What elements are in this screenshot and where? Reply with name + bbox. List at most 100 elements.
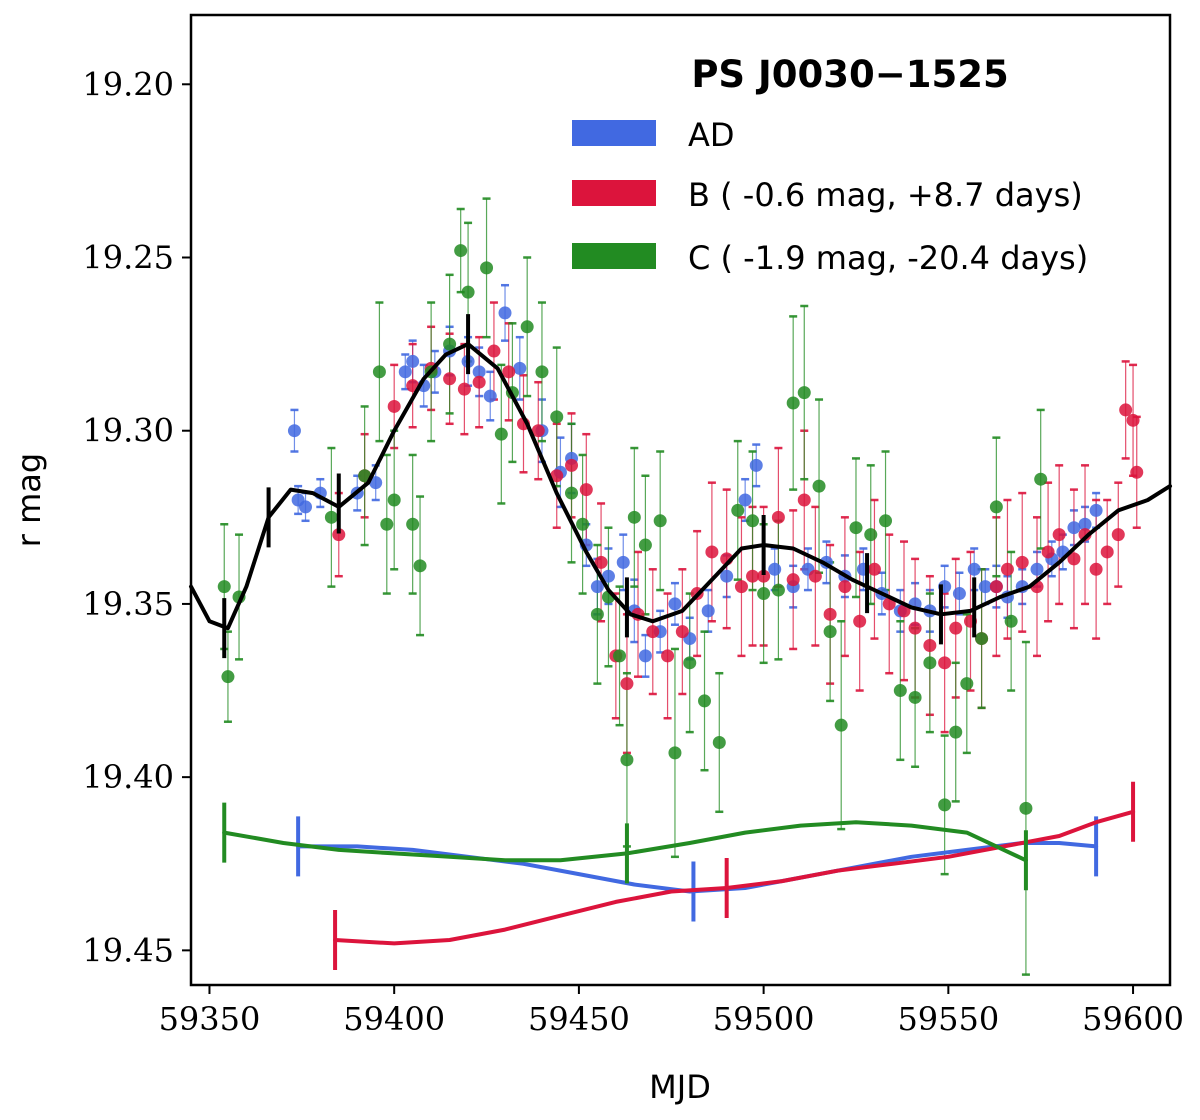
point-B — [989, 580, 1003, 594]
point-AD — [498, 306, 512, 320]
point-C — [864, 528, 878, 542]
point-AD — [287, 424, 301, 438]
point-B — [675, 625, 689, 639]
point-B — [1119, 403, 1133, 417]
point-B — [757, 569, 771, 583]
point-C — [461, 285, 475, 299]
point-AD — [299, 500, 313, 514]
point-AD — [952, 587, 966, 601]
point-C — [620, 753, 634, 767]
point-AD — [398, 365, 412, 379]
point-C — [960, 677, 974, 691]
legend-swatch-AD — [572, 120, 656, 146]
point-C — [1004, 614, 1018, 628]
point-AD — [406, 354, 420, 368]
y-tick-label: 19.20 — [82, 65, 174, 103]
point-B — [908, 621, 922, 635]
point-C — [372, 365, 386, 379]
y-tick-label: 19.25 — [82, 239, 174, 277]
point-C — [989, 500, 1003, 514]
legend-label-B: B ( -0.6 mag, +8.7 days) — [688, 176, 1083, 214]
point-C — [627, 510, 641, 524]
point-B — [797, 493, 811, 507]
point-C — [823, 625, 837, 639]
point-C — [324, 510, 338, 524]
point-B — [1052, 528, 1066, 542]
point-C — [387, 493, 401, 507]
point-B — [457, 382, 471, 396]
point-B — [786, 573, 800, 587]
point-AD — [967, 562, 981, 576]
point-C — [380, 517, 394, 531]
point-AD — [513, 361, 527, 375]
point-C — [520, 320, 534, 334]
point-C — [638, 538, 652, 552]
point-C — [975, 632, 989, 646]
legend-title: PS J0030−1525 — [691, 53, 1008, 96]
point-C — [221, 670, 235, 684]
point-B — [1000, 562, 1014, 576]
point-C — [443, 337, 457, 351]
y-tick-label: 19.45 — [82, 931, 174, 969]
point-B — [938, 656, 952, 670]
model-C-curve — [222, 820, 1028, 863]
point-C — [494, 427, 508, 441]
legend: PS J0030−1525 AD B ( -0.6 mag, +8.7 days… — [572, 53, 1088, 277]
point-C — [358, 469, 372, 483]
point-AD — [369, 476, 383, 490]
x-tick-label: 59550 — [897, 1000, 999, 1038]
point-B — [867, 562, 881, 576]
point-AD — [1067, 521, 1081, 535]
point-C — [668, 746, 682, 760]
legend-label-C: C ( -1.9 mag, -20.4 days) — [688, 239, 1088, 277]
point-C — [413, 559, 427, 573]
x-axis-label: MJD — [649, 1068, 711, 1106]
point-B — [838, 580, 852, 594]
point-C — [731, 503, 745, 517]
point-AD — [616, 555, 630, 569]
point-C — [712, 736, 726, 749]
point-AD — [1030, 562, 1044, 576]
point-C — [746, 514, 760, 528]
y-axis-label: r mag — [10, 453, 48, 547]
point-C — [812, 479, 826, 493]
point-B — [923, 639, 937, 652]
model-B-curve — [333, 809, 1136, 946]
point-AD — [720, 569, 734, 583]
y-tick-label: 19.30 — [82, 412, 174, 450]
point-B — [1089, 562, 1103, 576]
point-B — [487, 344, 501, 358]
point-B — [1126, 413, 1140, 427]
point-B — [853, 614, 867, 628]
point-B — [332, 528, 346, 542]
point-B — [1041, 545, 1055, 559]
point-AD — [590, 580, 604, 594]
model-black-curve — [189, 342, 1172, 631]
point-B — [550, 469, 564, 483]
point-B — [771, 510, 785, 524]
point-C — [454, 244, 468, 258]
point-B — [1130, 465, 1144, 479]
point-B — [808, 569, 822, 583]
y-tick-label: 19.35 — [82, 585, 174, 623]
point-AD — [738, 493, 752, 507]
point-B — [1100, 545, 1114, 559]
model-curves-layer — [189, 314, 1172, 970]
point-C — [923, 656, 937, 670]
point-B — [565, 458, 579, 472]
point-C — [893, 684, 907, 698]
point-AD — [472, 365, 486, 379]
point-AD — [668, 597, 682, 611]
point-B — [472, 375, 486, 389]
legend-swatch-B — [572, 180, 656, 206]
point-B — [746, 569, 760, 583]
point-C — [908, 690, 922, 704]
ticks-layer: 59350 59400 59450 59500 59550 59600 19.20 19.25… — [82, 65, 1184, 1038]
point-C — [1034, 472, 1048, 486]
x-tick-label: 59500 — [713, 1000, 815, 1038]
point-B — [387, 399, 401, 413]
point-B — [1015, 555, 1029, 569]
point-C — [480, 261, 494, 275]
